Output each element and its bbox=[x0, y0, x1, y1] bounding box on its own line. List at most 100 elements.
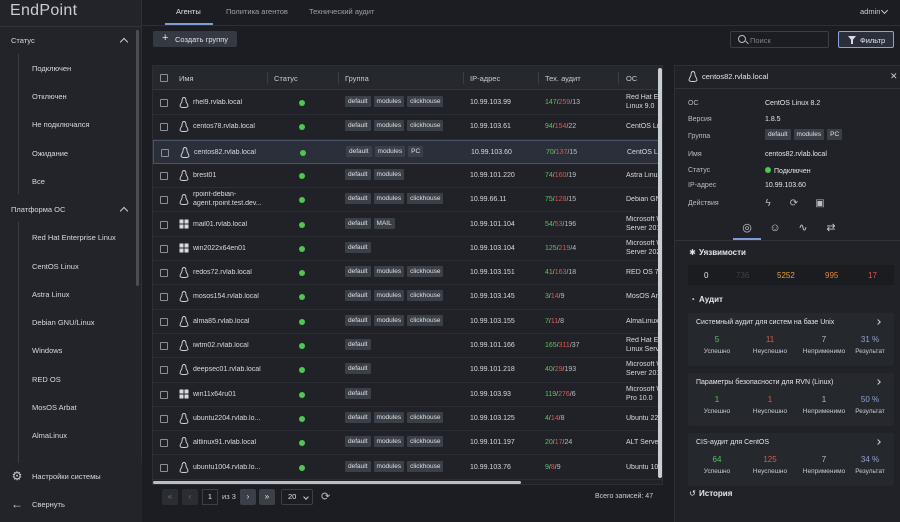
horizontal-scrollbar[interactable] bbox=[153, 481, 521, 484]
column-ip[interactable]: IP-адрес bbox=[470, 74, 501, 83]
chevron-right-icon[interactable] bbox=[875, 439, 881, 445]
next-page-button[interactable]: › bbox=[240, 489, 256, 505]
agent-name[interactable]: rpoint-debian- bbox=[193, 191, 237, 199]
tab-users-icon[interactable]: ☺ bbox=[769, 222, 781, 234]
table-row[interactable]: altlinux91.rvlab.local default modules clic… bbox=[153, 431, 662, 456]
agent-name[interactable]: brest01 bbox=[193, 171, 217, 179]
sidebar-item-disconnected[interactable]: Отключен bbox=[32, 92, 67, 101]
row-checkbox[interactable] bbox=[160, 99, 168, 107]
tab-network-icon[interactable]: ◎ bbox=[742, 222, 752, 234]
audit-card[interactable]: Параметры безопасности для RVN (Linux) 1 У… bbox=[688, 373, 894, 426]
tab-agents[interactable]: Агенты bbox=[176, 7, 201, 16]
agent-name[interactable]: win11x64ru01 bbox=[193, 390, 237, 398]
table-row[interactable]: win11x64ru01 default 10.99.103.93 119/276/6… bbox=[153, 383, 662, 407]
agent-name[interactable]: ubuntu1004.rvlab.lo... bbox=[193, 463, 261, 471]
chevron-right-icon[interactable] bbox=[875, 379, 881, 385]
row-checkbox[interactable] bbox=[160, 171, 168, 180]
table-row[interactable]: mosos154.rvlab.local default modules clickh… bbox=[153, 285, 662, 310]
row-checkbox[interactable] bbox=[160, 439, 168, 448]
column-group[interactable]: Группа bbox=[345, 74, 369, 83]
row-checkbox[interactable] bbox=[160, 196, 168, 205]
row-checkbox[interactable] bbox=[160, 269, 168, 278]
chevron-up-icon[interactable] bbox=[119, 37, 129, 47]
sidebar-item-debian[interactable]: Debian GNU/Linux bbox=[32, 318, 95, 327]
sidebar-status-title[interactable]: Статус bbox=[11, 36, 35, 45]
sidebar-item-all[interactable]: Все bbox=[32, 177, 45, 186]
sidebar-os-title[interactable]: Платформа ОС bbox=[11, 205, 66, 214]
agent-name[interactable]: mail01.rvlab.local bbox=[193, 220, 248, 228]
row-checkbox[interactable] bbox=[160, 123, 168, 132]
page-number-input[interactable]: 1 bbox=[202, 489, 218, 505]
collapse-link[interactable]: Свернуть bbox=[32, 500, 65, 509]
sidebar-item-never-connected[interactable]: Не подключался bbox=[32, 120, 90, 129]
sidebar-item-windows[interactable]: Windows bbox=[32, 346, 63, 355]
search-box[interactable] bbox=[730, 31, 829, 48]
select-all-checkbox[interactable] bbox=[160, 74, 168, 82]
refresh-icon[interactable]: ⟳ bbox=[321, 491, 331, 503]
create-group-button[interactable]: + Создать группу bbox=[153, 31, 237, 47]
row-checkbox[interactable] bbox=[160, 244, 168, 253]
sidebar-item-connected[interactable]: Подключен bbox=[32, 64, 72, 73]
row-checkbox[interactable] bbox=[160, 366, 168, 375]
vertical-scrollbar[interactable] bbox=[658, 68, 662, 478]
column-separator[interactable] bbox=[618, 72, 619, 84]
agent-name[interactable]: centos78.rvlab.local bbox=[193, 123, 255, 131]
sidebar-item-redos[interactable]: RED OS bbox=[32, 375, 61, 384]
row-checkbox[interactable] bbox=[160, 414, 168, 423]
vulnerabilities-bar[interactable]: 0 736 5252 995 17 bbox=[688, 265, 894, 285]
sidebar-item-mosos[interactable]: MosOS Arbat bbox=[32, 403, 77, 412]
table-row[interactable]: centos82.rvlab.local default modules PC 10.9… bbox=[153, 139, 662, 164]
agent-name[interactable]: redos72.rvlab.local bbox=[193, 269, 252, 277]
row-checkbox[interactable] bbox=[160, 220, 168, 229]
column-separator[interactable] bbox=[267, 72, 268, 84]
audit-card[interactable]: CIS-аудит для CentOS 64 Успешно 125 Неуспешн… bbox=[688, 433, 894, 486]
audit-card[interactable]: Системный аудит для систем на базе Unix 5… bbox=[688, 313, 894, 366]
tab-connections-icon[interactable]: ⇄ bbox=[826, 222, 836, 234]
row-checkbox[interactable] bbox=[160, 317, 168, 326]
row-checkbox[interactable] bbox=[160, 342, 168, 350]
row-checkbox[interactable] bbox=[160, 463, 168, 472]
column-status[interactable]: Статус bbox=[274, 74, 298, 83]
agent-name[interactable]: altlinux91.rvlab.local bbox=[193, 439, 257, 447]
column-separator[interactable] bbox=[538, 72, 539, 84]
app-logo[interactable]: EndPoint bbox=[10, 2, 78, 19]
arrow-left-icon[interactable]: ← bbox=[11, 497, 23, 511]
agent-name[interactable]: deepsec01.rvlab.local bbox=[193, 366, 261, 374]
table-row[interactable]: iwtm02.rvlab.local default 10.99.101.166 16… bbox=[153, 334, 662, 359]
row-checkbox[interactable] bbox=[160, 293, 168, 302]
table-row[interactable]: ubuntu2204.rvlab.lo... default modules clic… bbox=[153, 407, 662, 432]
row-checkbox[interactable] bbox=[160, 390, 168, 399]
table-row[interactable]: win2022x64en01 default 10.99.103.104 125/21… bbox=[153, 237, 662, 262]
lightning-icon[interactable]: ϟ bbox=[765, 198, 771, 209]
page-size-select[interactable]: 20 bbox=[281, 489, 313, 505]
first-page-button[interactable]: « bbox=[162, 489, 178, 505]
chevron-right-icon[interactable] bbox=[875, 319, 881, 325]
tab-activity-icon[interactable]: ∿ bbox=[798, 222, 808, 234]
prev-page-button[interactable]: ‹ bbox=[182, 489, 198, 505]
table-row[interactable]: ubuntu1004.rvlab.lo... default modules clic… bbox=[153, 456, 662, 480]
search-input[interactable] bbox=[750, 34, 826, 46]
agent-name[interactable]: ubuntu2204.rvlab.lo... bbox=[193, 414, 261, 422]
table-row[interactable]: centos78.rvlab.local default modules clickh… bbox=[153, 115, 662, 140]
table-row[interactable]: redos72.rvlab.local default modules clickho… bbox=[153, 261, 662, 286]
tab-agent-policy[interactable]: Политика агентов bbox=[226, 7, 288, 16]
agent-name[interactable]: win2022x64en01 bbox=[193, 244, 246, 252]
row-checkbox[interactable] bbox=[161, 148, 169, 157]
agent-name[interactable]: agent.rpoint.test.dev... bbox=[193, 200, 262, 208]
user-menu[interactable]: admin bbox=[860, 7, 881, 16]
table-row[interactable]: rhel9.rvlab.local default modules clickhous… bbox=[153, 91, 662, 116]
column-name[interactable]: Имя bbox=[179, 74, 194, 83]
sidebar-item-astra[interactable]: Astra Linux bbox=[32, 290, 70, 299]
sidebar-item-rhel[interactable]: Red Hat Enterprise Linux bbox=[32, 233, 116, 242]
column-os[interactable]: ОС bbox=[626, 74, 638, 83]
agent-name[interactable]: mosos154.rvlab.local bbox=[193, 293, 259, 301]
column-separator[interactable] bbox=[338, 72, 339, 84]
settings-link[interactable]: Настройки системы bbox=[32, 472, 101, 481]
table-row[interactable]: brest01 default modules 10.99.101.220 74/160… bbox=[153, 164, 662, 189]
column-tech-audit[interactable]: Тех. аудит bbox=[545, 74, 581, 83]
sidebar-scrollbar[interactable] bbox=[136, 30, 139, 286]
filter-button[interactable]: Фильтр bbox=[838, 31, 894, 48]
agent-name[interactable]: alma85.rvlab.local bbox=[193, 317, 250, 325]
gear-icon[interactable]: ⚙ bbox=[11, 469, 23, 483]
sync-icon[interactable]: ⟳ bbox=[789, 198, 799, 209]
